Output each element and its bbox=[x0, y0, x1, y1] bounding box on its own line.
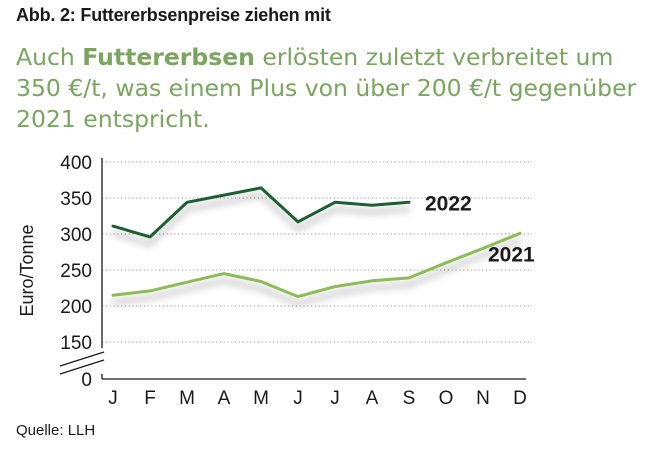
y-tick-label: 200 bbox=[60, 297, 92, 318]
x-tick-label: D bbox=[513, 388, 527, 409]
y-tick-label: 400 bbox=[60, 153, 92, 174]
subtitle-text-start: Auch bbox=[16, 43, 83, 71]
figure-subtitle: Auch Futtererbsen erlösten zuletzt verbr… bbox=[16, 42, 651, 135]
y-axis-label: Euro/Tonne bbox=[17, 224, 37, 316]
y-tick-label: 250 bbox=[60, 261, 92, 282]
subtitle-highlight: Futtererbsen bbox=[82, 43, 255, 71]
gridlines bbox=[102, 161, 532, 343]
x-tick-label: O bbox=[439, 388, 454, 409]
subtitle-text-end: erlösten zuletzt verbreitet um 350 €/t, … bbox=[16, 43, 637, 133]
x-tick-label: M bbox=[253, 388, 269, 409]
x-tick-label: J bbox=[293, 388, 303, 409]
y-tick-label-zero: 0 bbox=[81, 370, 92, 391]
series-labels: 2022 2021 bbox=[425, 192, 535, 266]
y-tick-label: 300 bbox=[60, 225, 92, 246]
y-tick-label: 350 bbox=[60, 189, 92, 210]
x-tick-label: J bbox=[108, 388, 118, 409]
x-tick-label: A bbox=[366, 388, 379, 409]
x-tick-label: S bbox=[403, 388, 416, 409]
source-note: Quelle: LLH bbox=[16, 422, 96, 439]
series-lines bbox=[111, 186, 522, 299]
figure-title: Abb. 2: Futtererbsenpreise ziehen mit bbox=[16, 5, 331, 25]
axes: 150 200 250 300 350 400 0 Euro/Tonne J F M A M J J A S O N… bbox=[17, 153, 527, 409]
x-tick-label: A bbox=[218, 388, 231, 409]
series-label-2021: 2021 bbox=[488, 243, 535, 266]
x-tick-label: M bbox=[179, 388, 195, 409]
series-line-2021 bbox=[111, 231, 522, 299]
x-tick-label: N bbox=[476, 388, 490, 409]
axis-break-mark bbox=[59, 359, 105, 375]
y-tick-label: 150 bbox=[60, 333, 92, 354]
x-tick-label: F bbox=[144, 388, 156, 409]
x-tick-label: J bbox=[330, 388, 340, 409]
series-label-2022: 2022 bbox=[425, 192, 472, 215]
series-line-2022 bbox=[111, 186, 411, 239]
axis-break-mark bbox=[59, 351, 105, 367]
